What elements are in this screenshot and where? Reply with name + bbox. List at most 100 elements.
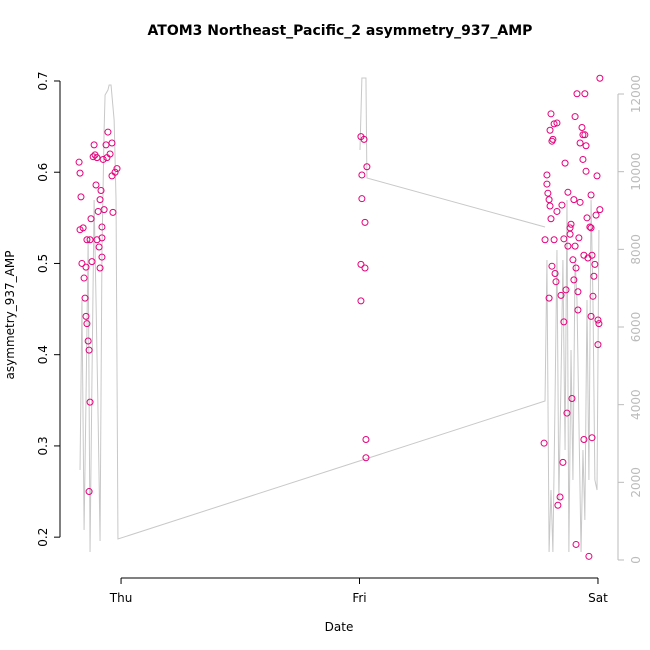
data-point [589, 292, 597, 300]
data-point [581, 131, 589, 139]
data-point [580, 436, 588, 444]
data-point [82, 263, 90, 271]
data-point [84, 337, 92, 345]
data-point [81, 294, 89, 302]
data-point [551, 269, 559, 277]
data-point [571, 242, 579, 250]
y2-tick-label: 10000 [629, 153, 643, 191]
data-point [545, 196, 553, 204]
data-point [579, 155, 587, 163]
data-point [570, 196, 578, 204]
data-point [572, 540, 580, 548]
data-point [574, 306, 582, 314]
data-point [566, 224, 574, 232]
x-tick-label: Thu [109, 591, 133, 605]
data-point [90, 141, 98, 149]
data-point [98, 234, 106, 242]
data-point [545, 294, 553, 302]
data-point [362, 454, 370, 462]
data-point [100, 206, 108, 214]
data-point [360, 135, 368, 143]
data-point [568, 394, 576, 402]
data-point [594, 341, 602, 349]
x-tick-label: Fri [352, 591, 366, 605]
data-point [587, 312, 595, 320]
y-tick-label: 0.6 [36, 163, 50, 182]
data-point [357, 260, 365, 268]
y2-tick-label: 0 [629, 556, 643, 564]
data-point [574, 288, 582, 296]
data-point [82, 312, 90, 320]
y2-tick-label: 2000 [629, 467, 643, 498]
data-point [550, 120, 558, 128]
data-point [78, 259, 86, 267]
data-point [362, 436, 370, 444]
data-point [77, 193, 85, 201]
data-point [85, 346, 93, 354]
data-point [558, 201, 566, 209]
data-point [569, 256, 577, 264]
data-point [582, 167, 590, 175]
y-tick-label: 0.4 [36, 345, 50, 364]
y-tick-label: 0.7 [36, 71, 50, 90]
data-point [76, 169, 84, 177]
data-point [93, 154, 101, 162]
data-point [559, 458, 567, 466]
data-point [543, 171, 551, 179]
data-point [571, 113, 579, 121]
data-point [576, 198, 584, 206]
data-point [109, 208, 117, 216]
data-point [570, 276, 578, 284]
data-point [586, 223, 594, 231]
data-point [83, 320, 91, 328]
data-point [576, 139, 584, 147]
data-point [87, 215, 95, 223]
y2-tick-label: 4000 [629, 389, 643, 420]
data-point [560, 318, 568, 326]
data-point [361, 264, 369, 272]
data-point [561, 159, 569, 167]
data-point [549, 135, 557, 143]
x-axis-label: Date [325, 620, 354, 634]
data-point [583, 214, 591, 222]
data-point [358, 195, 366, 203]
data-point [554, 501, 562, 509]
data-point [361, 218, 369, 226]
data-point [547, 110, 555, 118]
data-point [113, 165, 121, 173]
data-point [581, 90, 589, 98]
data-line [359, 77, 546, 228]
data-point [552, 278, 560, 286]
data-point [556, 493, 564, 501]
y-tick-label: 0.5 [36, 254, 50, 273]
data-point [582, 142, 590, 150]
data-point [573, 90, 581, 98]
data-point [363, 163, 371, 171]
data-point [587, 224, 595, 232]
data-point [588, 434, 596, 442]
chart-title: ATOM3 Northeast_Pacific_2 asymmetry_937_… [148, 23, 533, 39]
data-point [106, 150, 114, 158]
data-point [585, 552, 593, 560]
data-point [557, 291, 565, 299]
data-point [96, 196, 104, 204]
data-point [596, 74, 604, 82]
data-point [546, 202, 554, 210]
data-point [104, 128, 112, 136]
data-point [595, 320, 603, 328]
data-point [111, 168, 119, 176]
data-point [560, 235, 568, 243]
data-point [564, 242, 572, 250]
data-line [79, 84, 600, 552]
data-point [548, 262, 556, 270]
data-point [75, 158, 83, 166]
data-point [79, 224, 87, 232]
data-point [575, 234, 583, 242]
data-point [86, 398, 94, 406]
data-point [540, 439, 548, 447]
data-point [86, 236, 94, 244]
data-point [593, 172, 601, 180]
data-point [553, 207, 561, 215]
data-point [358, 171, 366, 179]
y2-tick-label: 8000 [629, 234, 643, 265]
